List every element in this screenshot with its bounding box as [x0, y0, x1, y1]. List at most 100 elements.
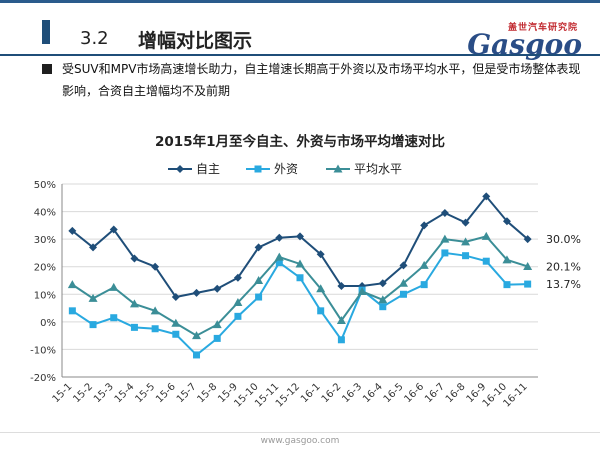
x-tick-label: 15-4	[113, 381, 137, 405]
data-point	[398, 278, 408, 287]
data-point	[151, 262, 160, 271]
y-tick-label: -10%	[30, 345, 56, 356]
data-point	[89, 243, 98, 252]
data-point	[462, 252, 470, 260]
data-point	[88, 293, 98, 302]
data-point	[441, 249, 449, 257]
data-point	[109, 225, 118, 234]
y-tick-label: 50%	[34, 180, 56, 191]
data-point	[523, 261, 533, 270]
x-tick-label: 16-4	[361, 381, 385, 405]
top-accent-bar	[0, 0, 600, 3]
x-tick-label: 15-5	[133, 381, 157, 405]
y-tick-label: 30%	[34, 235, 56, 246]
data-point	[192, 288, 201, 297]
data-point	[399, 290, 407, 298]
section-title: 增幅对比图示	[138, 30, 253, 52]
end-value-label: 30.0%	[546, 233, 581, 246]
data-point	[420, 281, 428, 289]
data-point	[420, 221, 429, 230]
data-point	[193, 351, 201, 359]
data-point	[502, 217, 511, 226]
data-point	[213, 284, 222, 293]
data-point	[233, 273, 242, 282]
data-point	[234, 312, 242, 320]
x-tick-label: 16-2	[320, 381, 344, 405]
data-point	[336, 315, 346, 324]
section-marker	[42, 20, 50, 44]
x-tick-label: 16-3	[340, 381, 364, 405]
data-point	[337, 282, 346, 291]
data-point	[151, 325, 159, 333]
x-tick-label: 16-8	[444, 381, 468, 405]
data-point	[461, 237, 471, 246]
x-tick-label: 16-7	[423, 381, 447, 405]
x-tick-label: 16-11	[501, 381, 529, 409]
end-value-label: 20.1%	[546, 260, 581, 273]
data-point	[129, 299, 139, 308]
end-value-label: 13.7%	[546, 278, 581, 291]
data-point	[295, 259, 305, 268]
x-tick-label: 16-5	[382, 381, 406, 405]
data-point	[440, 208, 449, 217]
data-point	[502, 255, 512, 264]
description-text: 受SUV和MPV市场高速增长助力，自主增速长期高于外资以及市场平均水平，但是受市…	[62, 62, 581, 98]
data-point	[212, 320, 222, 329]
logo-en-text: Gasgoo	[467, 28, 582, 61]
x-tick-label: 15-12	[274, 381, 302, 409]
data-point	[171, 293, 180, 302]
data-point	[68, 307, 76, 315]
data-point	[440, 234, 450, 243]
data-point	[482, 257, 490, 265]
legend-marker	[254, 165, 262, 173]
footer-divider	[0, 432, 600, 433]
data-point	[192, 331, 202, 340]
y-tick-label: 20%	[34, 263, 56, 274]
data-point	[316, 284, 326, 293]
data-point	[254, 243, 263, 252]
data-point	[317, 307, 325, 315]
data-point	[399, 261, 408, 270]
data-point	[89, 321, 97, 329]
x-tick-label: 16-1	[299, 381, 323, 405]
x-tick-label: 15-3	[92, 381, 116, 405]
data-point	[130, 254, 139, 263]
data-point	[316, 250, 325, 259]
data-point	[523, 235, 532, 244]
x-tick-label: 15-7	[175, 381, 199, 405]
x-tick-label: 16-6	[402, 381, 426, 405]
series-line-2	[71, 251, 528, 357]
data-point	[274, 252, 284, 261]
x-tick-label: 15-1	[51, 381, 75, 405]
section-header: 3.2 增幅对比图示 盖世汽车研究院 Gasgoo	[0, 10, 600, 61]
legend-label: 外资	[274, 162, 298, 176]
x-tick-label: 15-6	[154, 381, 178, 405]
data-point	[419, 260, 429, 269]
data-point	[481, 231, 491, 240]
logo-cn-text: 盖世汽车研究院	[507, 23, 578, 33]
data-point	[337, 336, 345, 344]
data-point	[254, 276, 264, 284]
legend-marker	[333, 164, 343, 173]
growth-line-chart: -20%-10%0%10%20%30%40%50%15-115-215-315-…	[30, 162, 581, 410]
data-point	[275, 233, 284, 242]
data-point	[296, 274, 304, 282]
legend-marker	[176, 165, 184, 173]
data-point	[378, 295, 388, 304]
data-point	[379, 303, 387, 311]
data-point	[233, 298, 243, 307]
footer-url: www.gasgoo.com	[260, 436, 340, 446]
x-tick-label: 15-8	[196, 381, 220, 405]
legend-label: 自主	[196, 162, 220, 176]
legend-label: 平均水平	[354, 162, 402, 176]
header-divider	[0, 54, 600, 56]
bullet-square-icon	[42, 64, 52, 74]
data-point	[68, 226, 77, 235]
data-point	[378, 279, 387, 288]
data-point	[357, 287, 367, 296]
chart-title: 2015年1月至今自主、外资与市场平均增速对比	[155, 134, 445, 150]
data-point	[150, 306, 160, 315]
data-point	[110, 314, 118, 322]
data-point	[109, 282, 119, 291]
x-tick-label: 15-2	[71, 381, 95, 405]
